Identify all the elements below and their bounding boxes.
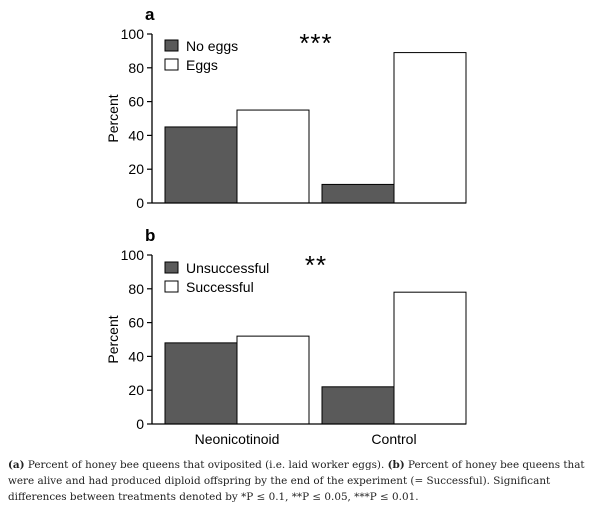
legend-label: Eggs xyxy=(186,57,218,73)
bar-b-successful-neonicotinoid xyxy=(236,335,310,425)
panel-label: a xyxy=(145,5,155,24)
y-tick-label: 80 xyxy=(128,281,144,297)
y-tick-label: 60 xyxy=(128,94,144,110)
legend-swatch xyxy=(164,39,179,52)
figure: 0 20 40 60 80 100 Percent a *** No eggs Eggs 0 20 40 6… xyxy=(105,5,467,447)
bar-b-unsuccessful-neonicotinoid xyxy=(164,342,238,425)
y-tick-label: 20 xyxy=(128,382,144,398)
legend-label: Unsuccessful xyxy=(186,260,269,276)
caption-b-text: Percent of honey bee queens that were al… xyxy=(8,459,585,503)
chart-panel-a: 0 20 40 60 80 100 Percent a *** No eggs Eggs xyxy=(105,5,467,211)
bar-a-eggs-control xyxy=(393,52,467,204)
legend-swatch xyxy=(164,280,179,293)
y-tick-label: 0 xyxy=(136,195,144,211)
x-tick-label: Neonicotinoid xyxy=(195,431,280,447)
y-tick-label: 40 xyxy=(128,348,144,364)
y-tick-label: 100 xyxy=(121,26,145,42)
legend-label: No eggs xyxy=(186,38,238,54)
legend-label: Successful xyxy=(186,279,254,295)
chart-panel-b: 0 20 40 60 80 100 Percent b ** Unsuccessful Succes… xyxy=(105,226,467,432)
caption-a-label: (a) xyxy=(8,459,25,471)
bar-a-no-eggs-control xyxy=(321,183,395,204)
caption-b-label: (b) xyxy=(387,459,405,471)
figure-caption: (a) Percent of honey bee queens that ovi… xyxy=(8,457,592,505)
bar-a-no-eggs-neonicotinoid xyxy=(164,126,238,204)
bar-a-eggs-neonicotinoid xyxy=(236,109,310,204)
x-tick-label: Control xyxy=(371,431,416,447)
y-tick-label: 20 xyxy=(128,161,144,177)
bar-b-unsuccessful-control xyxy=(321,386,395,425)
bar-b-successful-control xyxy=(393,291,467,425)
y-tick-label: 100 xyxy=(121,247,145,263)
legend-swatch xyxy=(164,261,179,274)
y-tick-label: 60 xyxy=(128,315,144,331)
significance-marker: ** xyxy=(305,250,327,280)
y-axis-label: Percent xyxy=(105,315,121,363)
panel-label: b xyxy=(145,226,155,245)
y-axis-label: Percent xyxy=(105,94,121,142)
significance-marker: *** xyxy=(299,28,332,58)
y-tick-label: 40 xyxy=(128,127,144,143)
y-tick-label: 0 xyxy=(136,416,144,432)
legend-swatch xyxy=(164,58,179,71)
caption-a-text: Percent of honey bee queens that oviposi… xyxy=(24,459,388,471)
y-tick-label: 80 xyxy=(128,60,144,76)
